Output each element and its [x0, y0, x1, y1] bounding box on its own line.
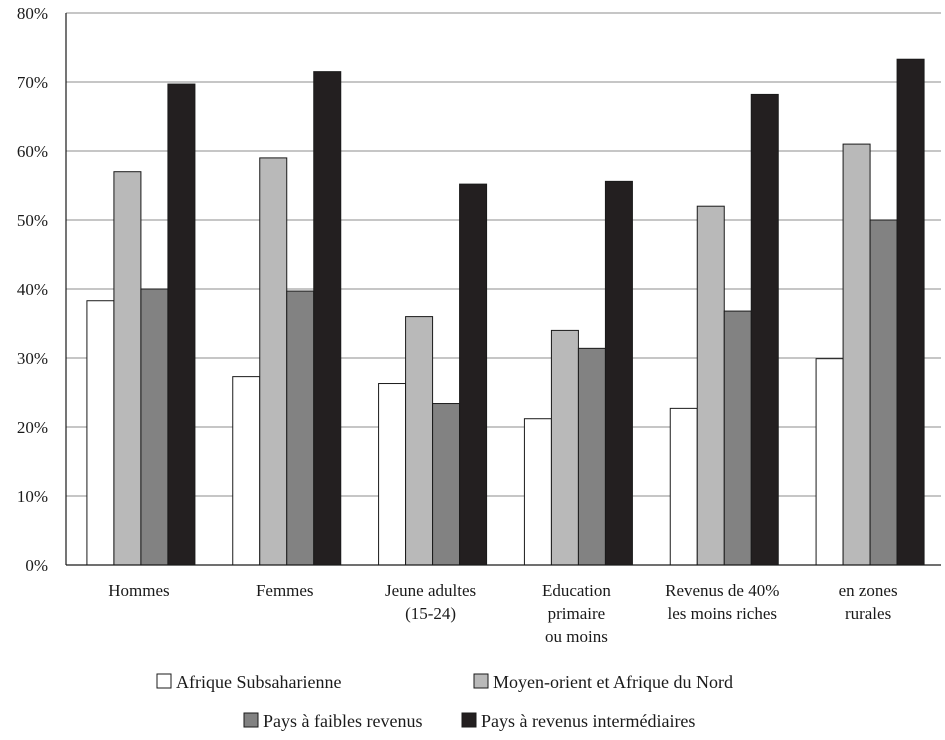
bar — [550, 329, 579, 566]
bar — [896, 58, 925, 566]
bar — [259, 157, 288, 566]
bar — [842, 143, 871, 566]
grid-lines — [66, 12, 941, 497]
y-axis-ticks: 0% 10% 20% 30% 40% 50% 60% 70% 80% — [17, 4, 48, 575]
legend-label: Pays à faibles revenus — [263, 711, 422, 731]
category-label: Femmes — [256, 581, 314, 600]
y-tick-label: 80% — [17, 4, 48, 23]
legend-label: Afrique Subsaharienne — [176, 672, 341, 692]
legend-swatch — [473, 673, 489, 689]
category-label: Education primaire ou moins — [542, 581, 611, 646]
bar — [378, 383, 407, 566]
y-tick-label: 50% — [17, 211, 48, 230]
legend-item: Afrique Subsaharienne — [156, 672, 341, 692]
legend-item: Moyen-orient et Afrique du Nord — [473, 672, 733, 692]
legend-label: Pays à revenus intermédiaires — [481, 711, 695, 731]
y-tick-label: 60% — [17, 142, 48, 161]
y-tick-label: 10% — [17, 487, 48, 506]
bar — [113, 171, 142, 566]
bar — [696, 205, 725, 566]
legend-item: Pays à faibles revenus — [243, 711, 422, 731]
y-tick-label: 70% — [17, 73, 48, 92]
y-tick-label: 0% — [25, 556, 48, 575]
legend: Afrique Subsaharienne Moyen-orient et Afr… — [156, 672, 733, 731]
bar — [86, 300, 115, 566]
axes — [65, 13, 941, 566]
legend-swatch — [461, 712, 477, 728]
category-label: Revenus de 40% les moins riches — [665, 581, 779, 623]
category-label: Hommes — [108, 581, 169, 600]
legend-label: Moyen-orient et Afrique du Nord — [493, 672, 733, 692]
bar — [405, 316, 434, 566]
y-tick-label: 40% — [17, 280, 48, 299]
bar — [669, 407, 698, 566]
bar — [523, 418, 552, 566]
bar — [313, 71, 342, 566]
bars — [86, 58, 925, 566]
legend-swatch — [243, 712, 259, 728]
y-tick-label: 20% — [17, 418, 48, 437]
bar — [577, 347, 606, 566]
y-tick-label: 30% — [17, 349, 48, 368]
bar — [604, 180, 633, 566]
bar — [232, 376, 261, 566]
bar — [286, 290, 315, 566]
bar — [723, 310, 752, 566]
category-label: Jeune adultes (15-24) — [385, 581, 476, 623]
legend-item: Pays à revenus intermédiaires — [461, 711, 695, 731]
bar — [750, 93, 779, 566]
bar — [869, 219, 898, 566]
bar — [459, 183, 488, 566]
category-labels: Hommes Femmes Jeune adultes (15-24) Educatio… — [108, 581, 897, 646]
bar — [167, 83, 196, 566]
bar — [815, 358, 844, 566]
bar — [432, 403, 461, 566]
bar — [140, 288, 169, 566]
legend-swatch — [156, 673, 172, 689]
category-label: en zones rurales — [839, 581, 898, 623]
